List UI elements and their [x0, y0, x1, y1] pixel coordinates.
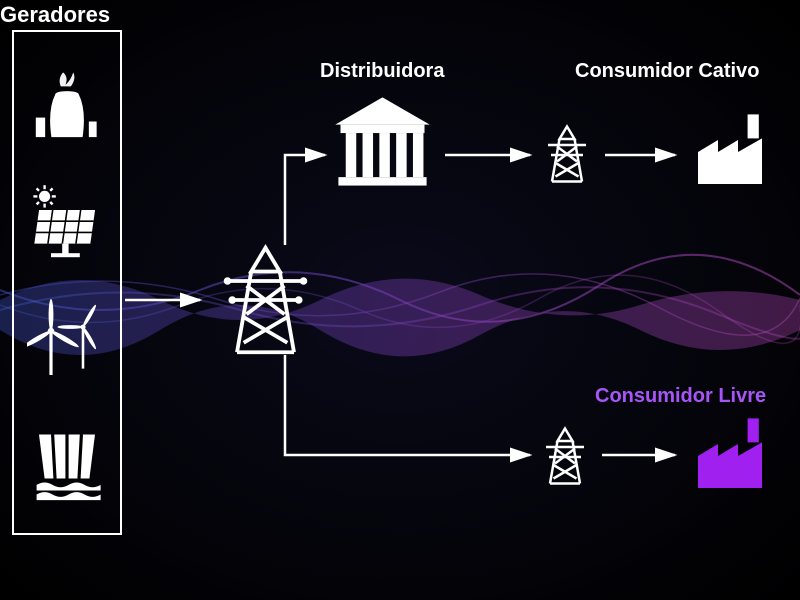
factory-captive-icon [690, 108, 770, 188]
main-transmission-tower-icon [218, 240, 313, 360]
edges-layer [0, 0, 800, 600]
edge-main-to-free [285, 355, 530, 455]
small-tower-bottom-icon [540, 422, 590, 490]
small-tower-top-icon [542, 120, 592, 188]
factory-free-icon [690, 412, 770, 492]
distributor-building-icon [330, 95, 435, 190]
edge-main-to-distributor [285, 155, 325, 245]
